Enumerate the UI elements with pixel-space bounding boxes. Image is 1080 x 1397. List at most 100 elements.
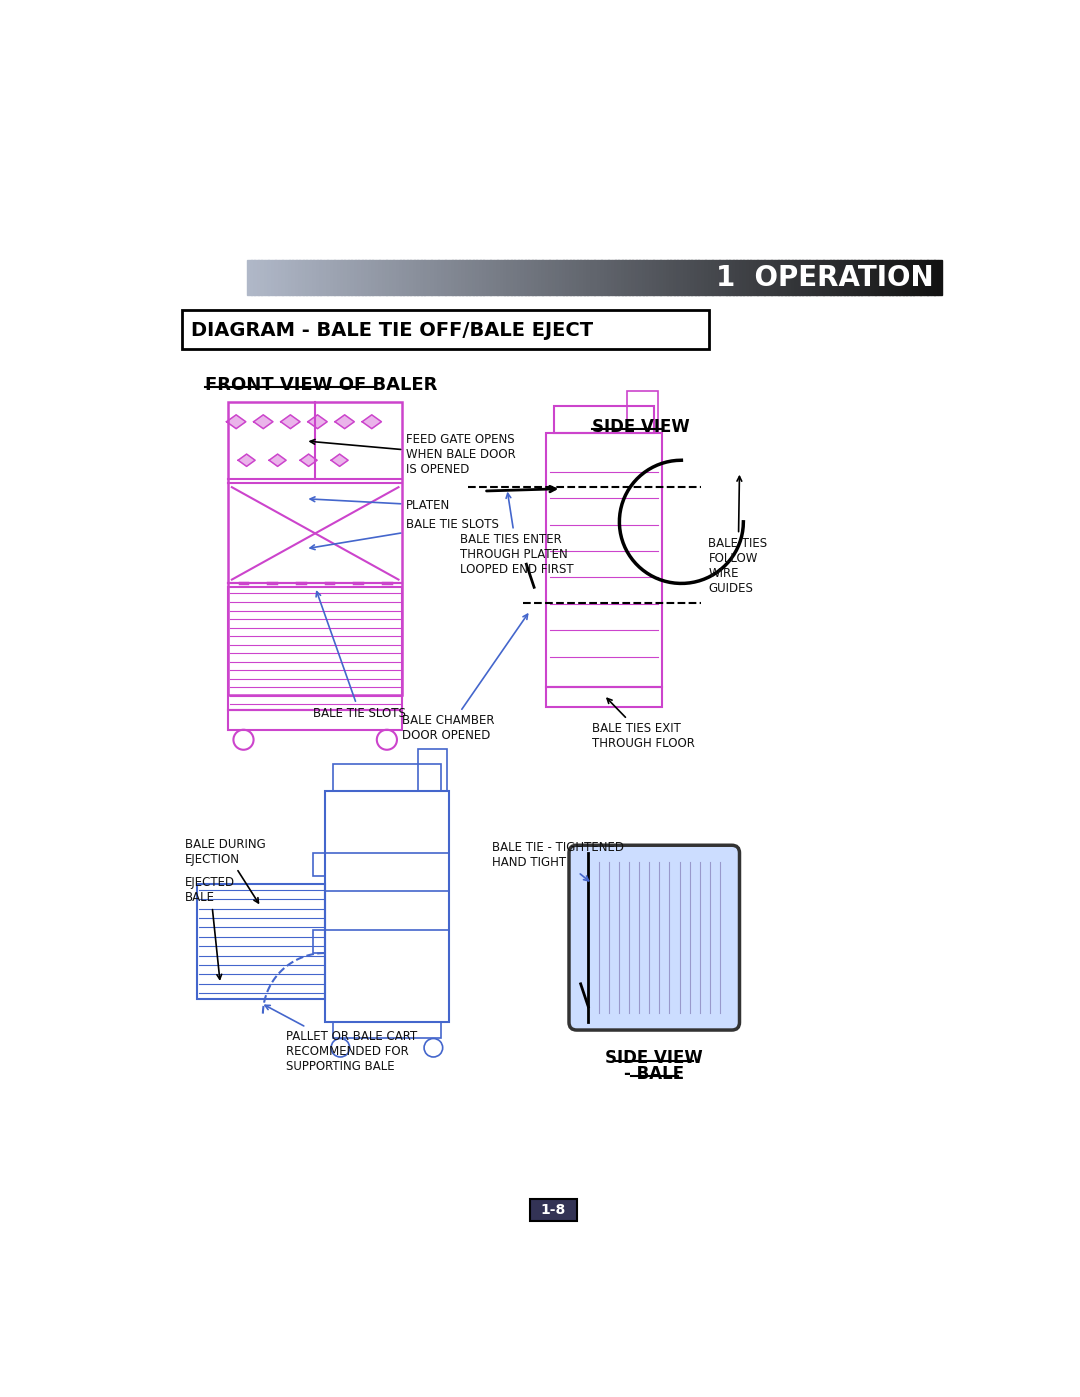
Bar (387, 260, 390, 295)
Bar (868, 260, 873, 295)
Bar (858, 260, 862, 295)
Bar (325, 791, 449, 1023)
Bar (279, 260, 283, 295)
Bar (837, 260, 841, 295)
Bar (688, 260, 692, 295)
Bar (896, 260, 900, 295)
Bar (809, 260, 813, 295)
Bar (379, 260, 383, 295)
Bar (743, 260, 747, 295)
Bar (823, 260, 827, 295)
Bar (685, 260, 689, 295)
Bar (545, 433, 662, 687)
Bar (428, 260, 432, 295)
Bar (254, 260, 258, 295)
Bar (840, 260, 845, 295)
Polygon shape (332, 454, 348, 467)
Bar (699, 260, 702, 295)
Bar (597, 260, 602, 295)
Bar (712, 260, 716, 295)
Bar (247, 260, 252, 295)
Text: FRONT VIEW OF BALER: FRONT VIEW OF BALER (205, 376, 437, 394)
Bar (368, 260, 373, 295)
Bar (554, 407, 654, 433)
Bar (258, 260, 262, 295)
Bar (296, 260, 300, 295)
Text: BALE TIES
FOLLOW
WIRE
GUIDES: BALE TIES FOLLOW WIRE GUIDES (708, 476, 768, 595)
Bar (333, 1023, 441, 1038)
Bar (500, 260, 504, 295)
Bar (545, 687, 662, 707)
Bar (559, 260, 564, 295)
Text: 1  OPERATION: 1 OPERATION (716, 264, 933, 292)
Bar (320, 260, 324, 295)
Bar (768, 260, 772, 295)
Bar (410, 260, 415, 295)
Bar (563, 260, 567, 295)
Bar (716, 260, 719, 295)
Bar (708, 260, 713, 295)
Bar (886, 260, 890, 295)
Bar (504, 260, 509, 295)
Bar (490, 260, 495, 295)
Bar (338, 260, 341, 295)
Text: BALE TIE - TIGHTENED
HAND TIGHT: BALE TIE - TIGHTENED HAND TIGHT (491, 841, 623, 880)
Bar (514, 260, 518, 295)
Bar (310, 260, 314, 295)
Bar (459, 260, 463, 295)
Bar (643, 260, 647, 295)
Bar (272, 260, 275, 295)
Bar (282, 260, 286, 295)
Bar (299, 260, 303, 295)
Bar (285, 260, 289, 295)
Bar (831, 260, 834, 295)
Bar (549, 260, 553, 295)
Bar (566, 260, 570, 295)
Bar (865, 260, 869, 295)
Bar (431, 260, 435, 295)
Bar (442, 260, 446, 295)
Polygon shape (227, 415, 246, 429)
Bar (629, 260, 633, 295)
Bar (536, 260, 540, 295)
Bar (228, 711, 403, 729)
Bar (795, 260, 799, 295)
Bar (228, 587, 403, 711)
Bar (906, 260, 910, 295)
Bar (611, 260, 616, 295)
Bar (667, 260, 672, 295)
Bar (313, 930, 325, 953)
Polygon shape (254, 415, 273, 429)
Bar (525, 260, 529, 295)
Bar (275, 260, 280, 295)
Bar (453, 260, 456, 295)
Bar (719, 260, 724, 295)
Bar (511, 260, 515, 295)
Bar (573, 260, 578, 295)
Bar (627, 391, 658, 433)
Bar (480, 260, 484, 295)
Text: EJECTED
BALE: EJECTED BALE (186, 876, 235, 979)
Bar (774, 260, 779, 295)
Bar (539, 260, 543, 295)
Bar (355, 260, 360, 295)
Bar (751, 260, 755, 295)
Bar (531, 260, 536, 295)
Bar (680, 260, 685, 295)
Bar (407, 260, 411, 295)
Bar (396, 260, 401, 295)
Bar (802, 260, 807, 295)
Bar (334, 260, 338, 295)
Bar (251, 260, 255, 295)
Bar (705, 260, 710, 295)
Text: BALE TIES EXIT
THROUGH FLOOR: BALE TIES EXIT THROUGH FLOOR (592, 698, 696, 750)
Bar (373, 260, 377, 295)
Bar (228, 402, 403, 696)
Bar (691, 260, 696, 295)
Bar (487, 260, 491, 295)
Text: BALE TIE SLOTS: BALE TIE SLOTS (310, 518, 499, 549)
Bar (465, 260, 470, 295)
Bar (806, 260, 810, 295)
Bar (316, 260, 321, 295)
Bar (588, 260, 592, 295)
